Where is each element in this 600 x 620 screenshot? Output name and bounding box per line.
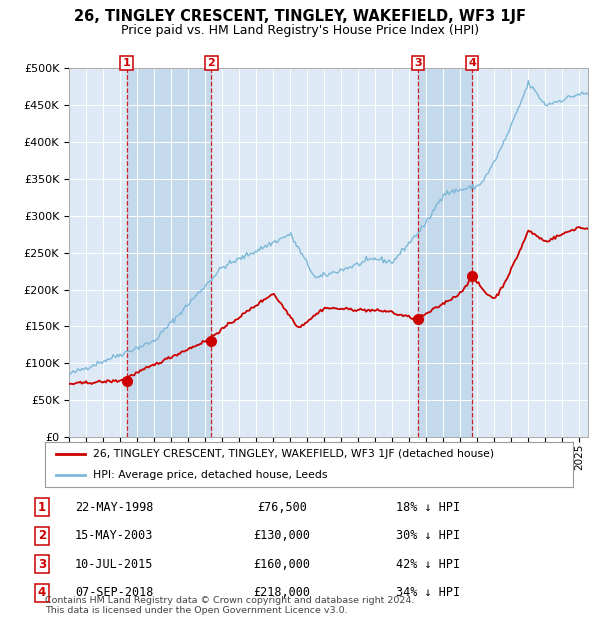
Text: 10-JUL-2015: 10-JUL-2015 — [75, 558, 153, 570]
Text: 07-SEP-2018: 07-SEP-2018 — [75, 587, 153, 599]
Text: 34% ↓ HPI: 34% ↓ HPI — [396, 587, 460, 599]
Text: 1: 1 — [122, 58, 130, 68]
Text: 30% ↓ HPI: 30% ↓ HPI — [396, 529, 460, 542]
Bar — [127, 68, 211, 437]
Text: 22-MAY-1998: 22-MAY-1998 — [75, 501, 153, 513]
Text: 42% ↓ HPI: 42% ↓ HPI — [396, 558, 460, 570]
Text: 4: 4 — [468, 58, 476, 68]
Text: 26, TINGLEY CRESCENT, TINGLEY, WAKEFIELD, WF3 1JF (detached house): 26, TINGLEY CRESCENT, TINGLEY, WAKEFIELD… — [92, 449, 494, 459]
Bar — [418, 68, 472, 437]
Text: 3: 3 — [38, 558, 46, 570]
Text: £218,000: £218,000 — [254, 587, 311, 599]
Text: 4: 4 — [38, 587, 46, 599]
Text: 3: 3 — [415, 58, 422, 68]
Text: Contains HM Land Registry data © Crown copyright and database right 2024.
This d: Contains HM Land Registry data © Crown c… — [45, 596, 415, 615]
Text: Price paid vs. HM Land Registry's House Price Index (HPI): Price paid vs. HM Land Registry's House … — [121, 24, 479, 37]
Text: 26, TINGLEY CRESCENT, TINGLEY, WAKEFIELD, WF3 1JF: 26, TINGLEY CRESCENT, TINGLEY, WAKEFIELD… — [74, 9, 526, 24]
Text: £76,500: £76,500 — [257, 501, 307, 513]
Text: 18% ↓ HPI: 18% ↓ HPI — [396, 501, 460, 513]
Text: £130,000: £130,000 — [254, 529, 311, 542]
Text: 2: 2 — [38, 529, 46, 542]
Text: 1: 1 — [38, 501, 46, 513]
Text: 15-MAY-2003: 15-MAY-2003 — [75, 529, 153, 542]
Text: HPI: Average price, detached house, Leeds: HPI: Average price, detached house, Leed… — [92, 469, 327, 480]
Text: £160,000: £160,000 — [254, 558, 311, 570]
Text: 2: 2 — [208, 58, 215, 68]
